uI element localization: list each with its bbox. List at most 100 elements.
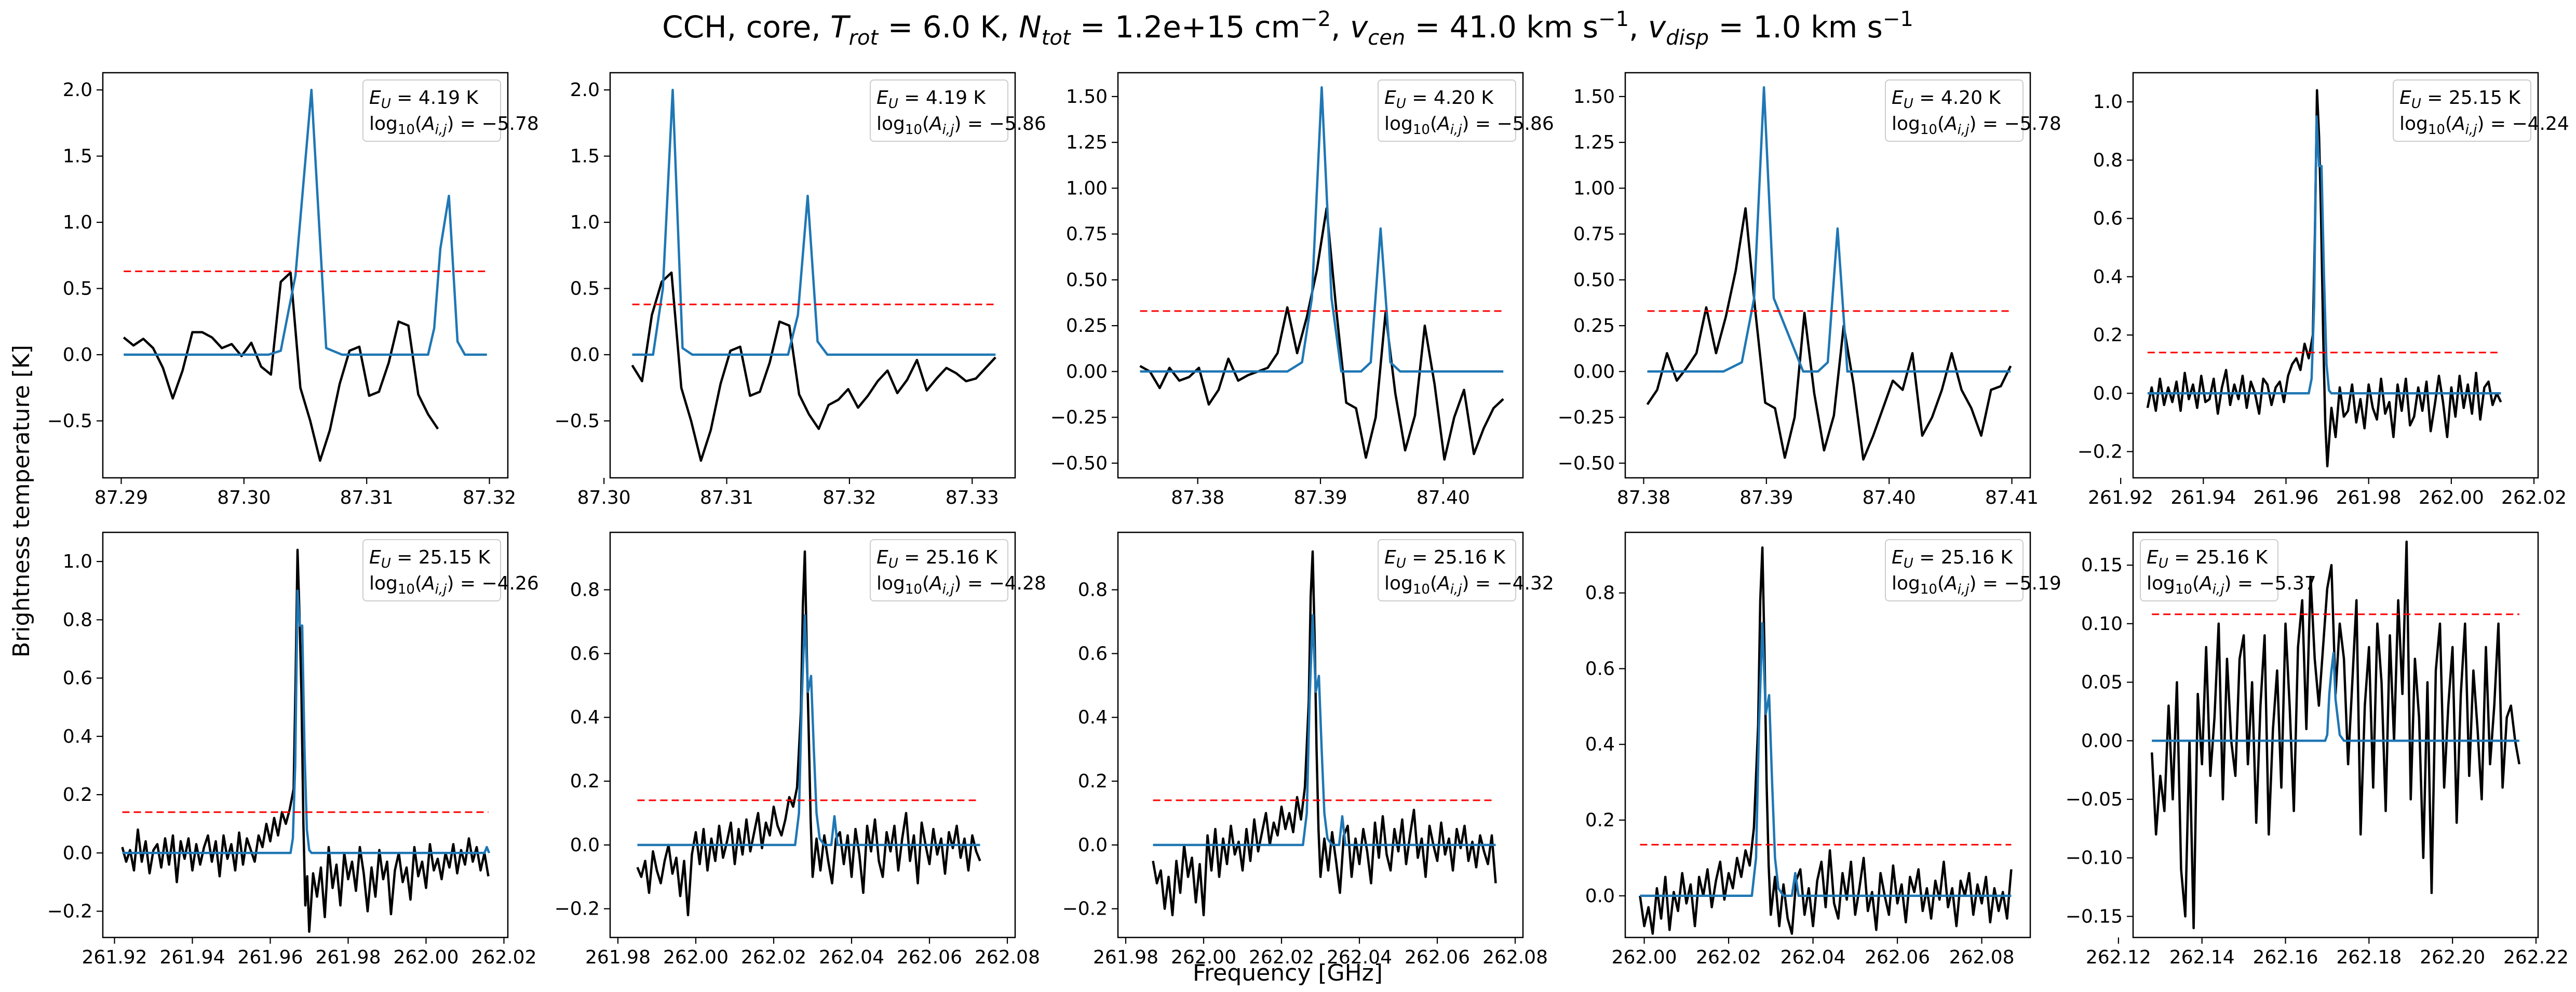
einstein-coefficient-label: log10(Ai,j) = −4.28 (876, 573, 1046, 597)
einstein-coefficient-label: log10(Ai,j) = −4.26 (369, 573, 539, 597)
einstein-coefficient-label: log10(Ai,j) = −4.32 (1384, 573, 1554, 597)
y-tick-label: 0.05 (2081, 672, 2123, 693)
einstein-coefficient-label: log10(Ai,j) = −5.37 (2147, 573, 2316, 597)
x-tick-label: 87.39 (1739, 487, 1793, 508)
model-spectrum-line (637, 614, 980, 847)
observed-spectrum-line (1152, 550, 1497, 917)
x-tick-label: 262.22 (2503, 947, 2569, 968)
axes-frame (2132, 531, 2539, 939)
x-tick-label: 262.02 (1249, 947, 1314, 968)
y-tick-label: 2.0 (63, 79, 92, 101)
y-tick-label: 1.0 (2093, 91, 2123, 113)
plot-area (1646, 86, 2012, 461)
y-tick-label: 0.50 (1573, 270, 1615, 291)
y-tick-label: 0.0 (63, 344, 92, 366)
x-tick-label: 262.08 (1482, 947, 1548, 968)
x-tick-label: 262.04 (819, 947, 884, 968)
y-tick-label: 0.6 (570, 643, 600, 664)
plot-area (1639, 546, 2013, 935)
x-tick-label: 87.30 (217, 487, 271, 508)
y-tick-label: 0.4 (1078, 707, 1108, 728)
upper-level-energy-label: EU = 4.19 K (369, 87, 479, 112)
y-tick-label: 0.8 (570, 580, 600, 601)
y-tick-label: 0.0 (63, 842, 92, 864)
x-tick-label: 262.14 (2169, 947, 2235, 968)
upper-level-energy-label: EU = 4.19 K (876, 87, 986, 112)
plot-area (1152, 550, 1497, 917)
legend-frame (1378, 79, 1516, 142)
x-tick-label: 87.41 (1985, 487, 2039, 508)
x-tick-label: 261.92 (82, 947, 147, 968)
x-tick-label: 87.40 (1417, 487, 1470, 508)
x-tick-label: 262.08 (975, 947, 1040, 968)
panel-grid: 87.29 87.30 87.31 87.32 −0.5 0.0 0.5 1.0 1.5 2.0 E… (47, 72, 2569, 968)
spectrum-panel: 87.30 87.31 87.32 87.33 −0.5 0.0 0.5 1.0 1.5 2.0 E… (555, 72, 1046, 508)
x-tick-label: 262.02 (471, 947, 537, 968)
einstein-coefficient-label: log10(Ai,j) = −5.19 (1892, 573, 2061, 597)
spectrum-panel: 262.00 262.02 262.04 262.06 262.08 0.0 0.2 0.4 0… (1585, 531, 2061, 968)
x-tick-label: 262.04 (1327, 947, 1392, 968)
x-tick-label: 261.98 (316, 947, 381, 968)
y-tick-label: 2.0 (570, 79, 600, 101)
axes-frame (1117, 531, 1524, 939)
model-spectrum-line (1640, 622, 2012, 897)
y-tick-label: −0.5 (47, 410, 92, 432)
model-spectrum-line (1647, 86, 2011, 373)
y-tick-label: 0.8 (1078, 580, 1108, 601)
upper-level-energy-label: EU = 25.16 K (2147, 547, 2268, 571)
plot-area (121, 548, 491, 933)
y-tick-label: 0.4 (63, 726, 92, 747)
y-tick-label: 0.00 (1573, 361, 1615, 382)
y-tick-label: 0.6 (63, 668, 92, 689)
legend-frame (1885, 539, 2024, 601)
y-tick-label: 0.2 (570, 771, 600, 792)
y-tick-label: 0.75 (1573, 224, 1615, 245)
y-tick-label: 0.4 (2093, 266, 2123, 288)
observed-spectrum-line (1139, 207, 1504, 461)
x-tick-label: 87.38 (1617, 487, 1670, 508)
y-tick-label: −0.2 (1062, 899, 1108, 920)
legend-frame (362, 539, 501, 601)
model-spectrum-line (1153, 614, 1496, 847)
y-tick-label: 0.0 (2093, 383, 2123, 404)
upper-level-energy-label: EU = 4.20 K (1892, 87, 2001, 112)
x-tick-label: 261.94 (160, 947, 225, 968)
y-tick-label: −0.10 (2066, 848, 2123, 869)
axes-frame (609, 72, 1016, 479)
axes-frame (1624, 72, 2031, 479)
y-tick-label: 0.5 (63, 278, 92, 299)
y-tick-label: 0.6 (1078, 643, 1108, 664)
plot-area (2150, 540, 2521, 930)
y-tick-label: 0.50 (1066, 270, 1108, 291)
x-tick-label: 262.18 (2336, 947, 2402, 968)
axes-frame (609, 531, 1016, 939)
x-tick-label: 87.33 (946, 487, 999, 508)
y-tick-label: −0.25 (1050, 407, 1108, 428)
x-tick-label: 87.31 (700, 487, 753, 508)
upper-level-energy-label: EU = 25.15 K (2399, 87, 2521, 112)
x-tick-label: 262.00 (394, 947, 459, 968)
y-tick-label: 1.00 (1573, 178, 1615, 199)
y-tick-label: 0.8 (2093, 150, 2123, 171)
y-tick-label: 1.0 (63, 212, 92, 233)
x-tick-label: 262.02 (1696, 947, 1761, 968)
y-tick-label: 0.6 (1585, 658, 1615, 679)
x-tick-label: 262.20 (2420, 947, 2485, 968)
y-tick-label: 1.0 (570, 212, 600, 233)
x-tick-label: 261.92 (2088, 487, 2153, 508)
model-spectrum-line (632, 88, 996, 356)
y-tick-label: 0.8 (63, 609, 92, 631)
axes-frame (2132, 72, 2539, 479)
y-tick-label: 0.00 (2081, 730, 2123, 752)
y-tick-label: 0.0 (1585, 886, 1615, 907)
observed-spectrum-line (1639, 546, 2013, 935)
y-tick-label: 0.25 (1573, 315, 1615, 337)
model-spectrum-line (124, 88, 487, 356)
